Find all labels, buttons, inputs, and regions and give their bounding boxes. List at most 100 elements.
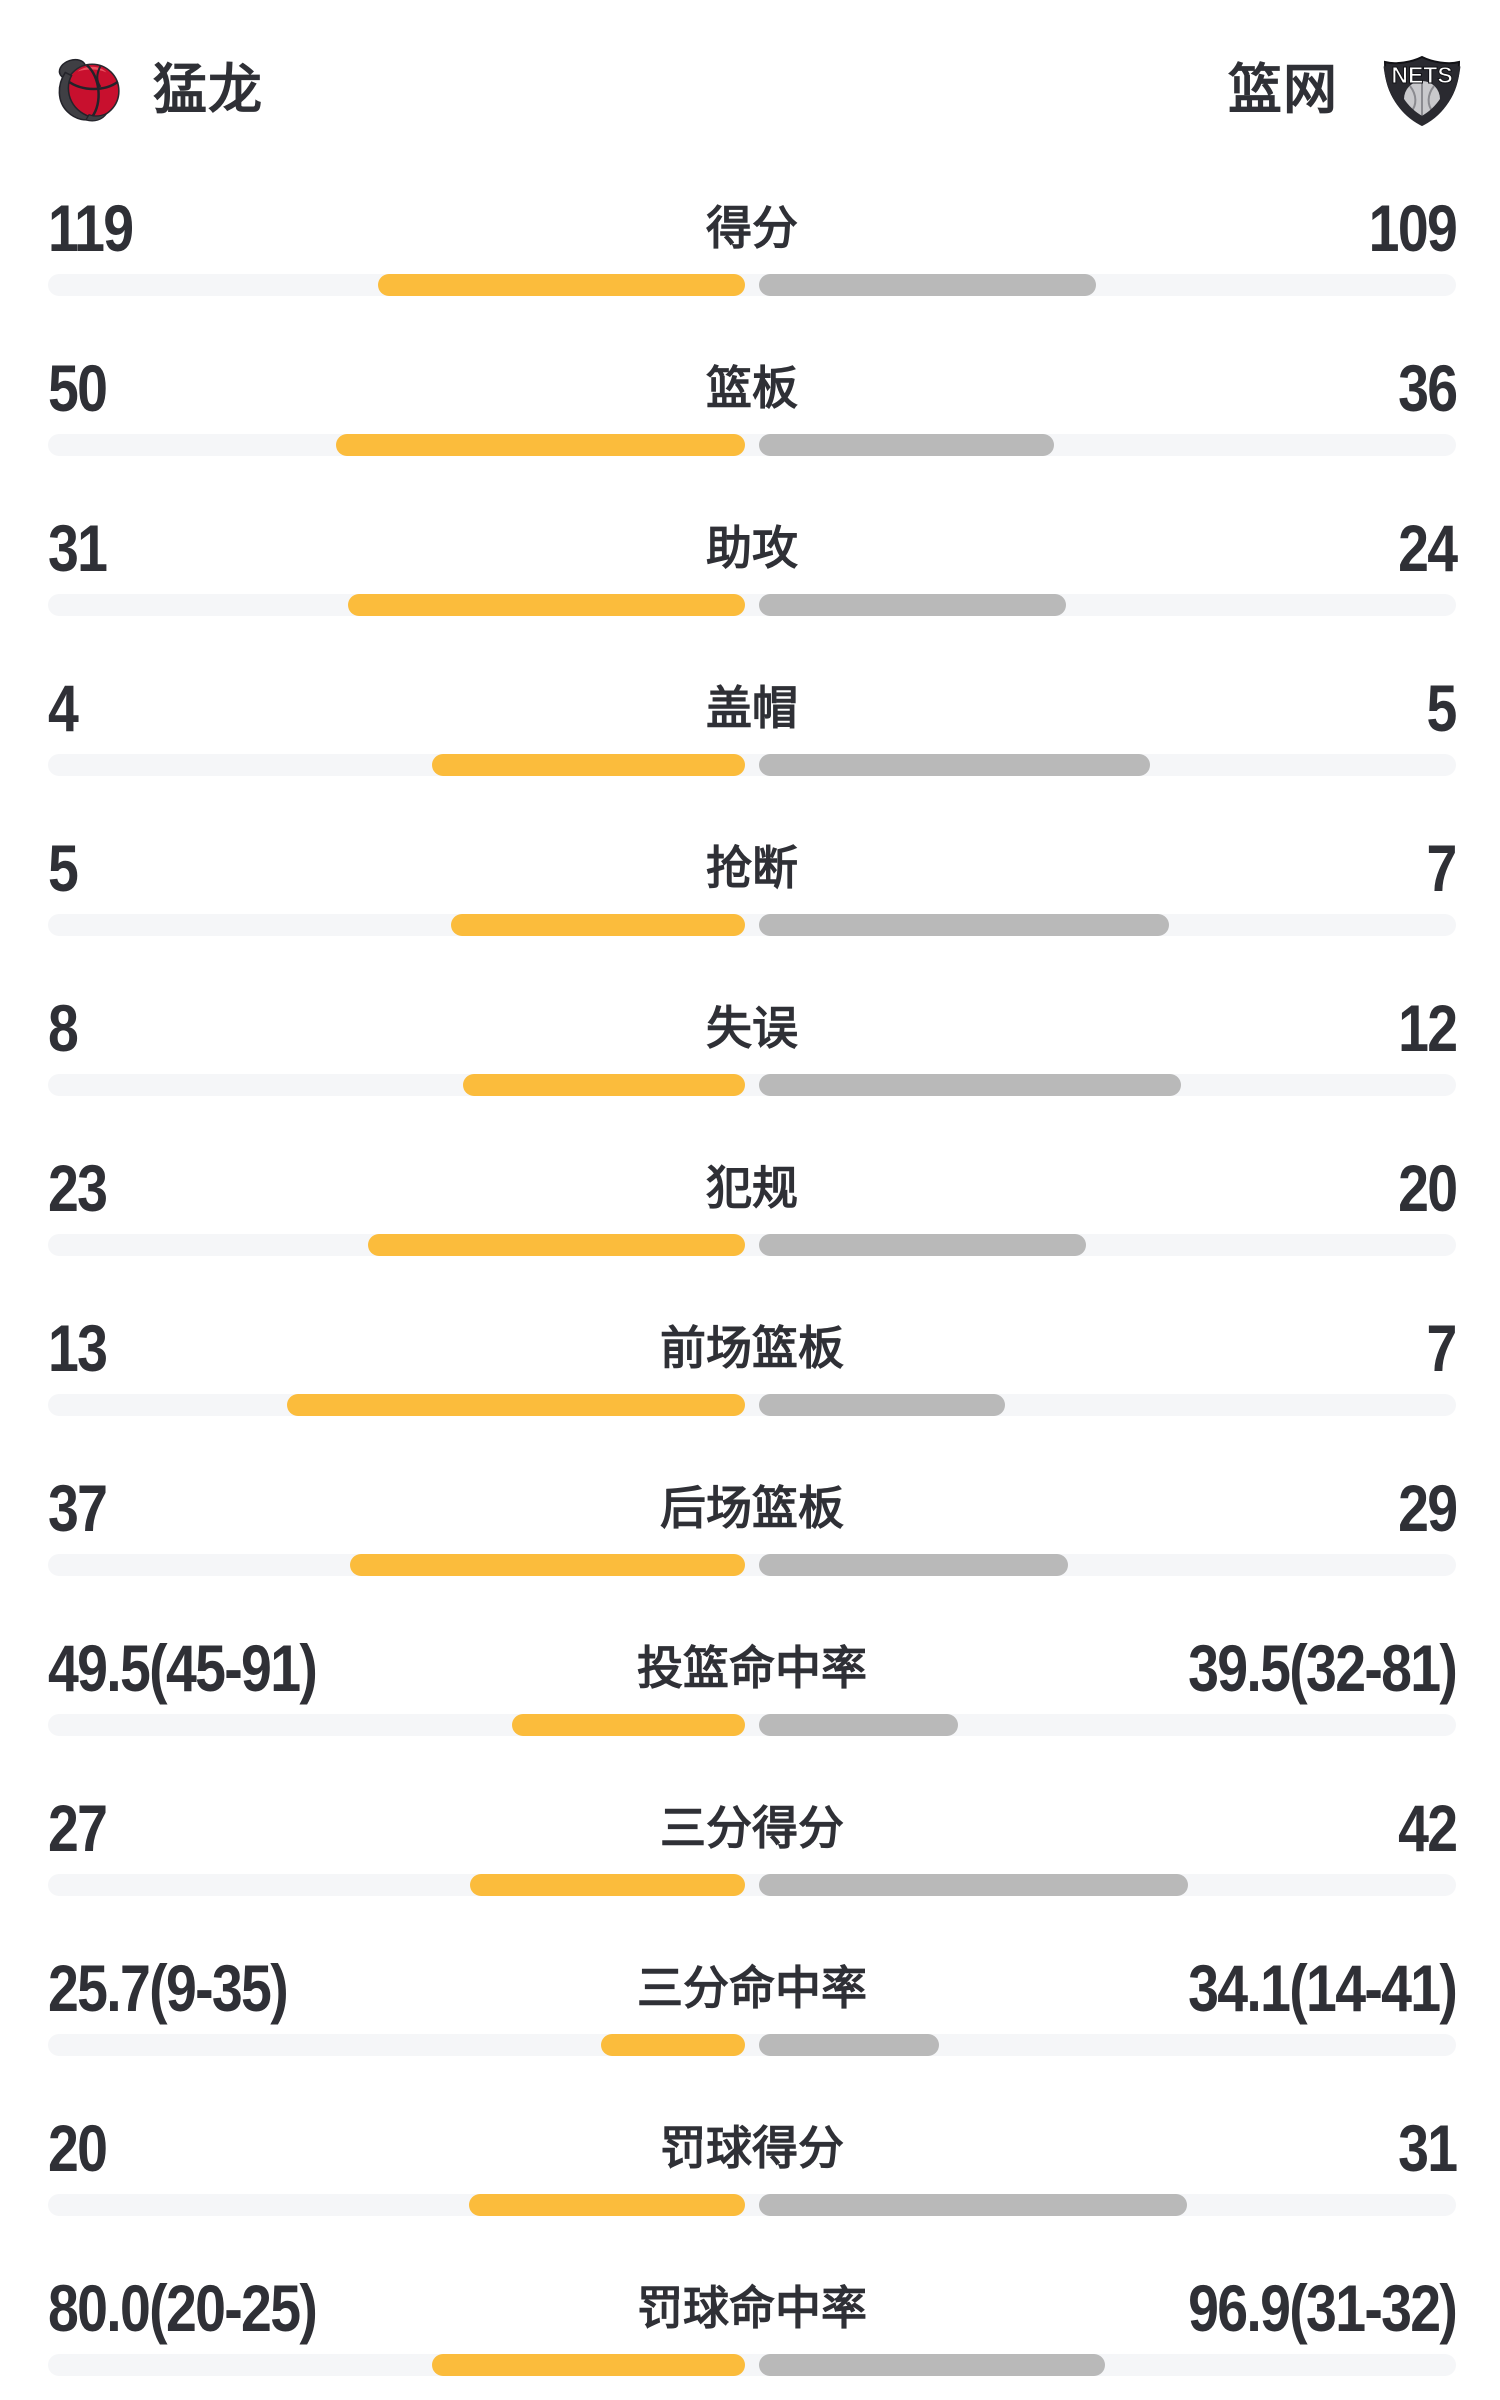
away-value: 29 <box>1397 1471 1458 1545</box>
away-value: 31 <box>1397 2111 1458 2185</box>
away-value: 20 <box>1397 1151 1458 1225</box>
stat-value-line: 31 助攻 24 <box>48 510 1458 586</box>
stat-bar-track <box>48 274 1456 296</box>
stat-label: 三分命中率 <box>637 1962 867 2014</box>
stat-value-line: 8 失误 12 <box>48 990 1458 1066</box>
stat-bar-track <box>48 2354 1456 2376</box>
home-team-name: 猛龙 <box>153 60 263 120</box>
away-bar <box>759 2194 1188 2216</box>
stat-value-line: 37 后场篮板 29 <box>48 1470 1458 1546</box>
home-bar <box>368 1234 745 1256</box>
home-value: 50 <box>48 351 108 425</box>
away-bar <box>759 274 1096 296</box>
stat-row: 4 盖帽 5 <box>48 620 1458 780</box>
away-value: 12 <box>1397 991 1458 1065</box>
away-value: 7 <box>1426 1311 1458 1385</box>
home-bar <box>287 1394 745 1416</box>
home-value: 27 <box>48 1791 108 1865</box>
header: 猛龙 篮网 NETS <box>0 0 1500 140</box>
away-value: 39.5(32-81) <box>1187 1631 1458 1705</box>
away-value: 109 <box>1368 191 1458 265</box>
home-bar <box>432 2354 745 2376</box>
stat-row: 50 篮板 36 <box>48 300 1458 460</box>
stat-bar-track <box>48 1874 1456 1896</box>
stat-label: 抢断 <box>706 842 798 894</box>
stat-bar-track <box>48 1554 1456 1576</box>
away-bar <box>759 434 1054 456</box>
stat-row: 31 助攻 24 <box>48 460 1458 620</box>
home-value: 119 <box>48 191 134 265</box>
home-bar <box>600 2034 745 2056</box>
stat-bar-track <box>48 914 1456 936</box>
stat-row: 20 罚球得分 31 <box>48 2060 1458 2220</box>
home-bar <box>347 594 745 616</box>
stat-value-line: 27 三分得分 42 <box>48 1790 1458 1866</box>
stat-bar-track <box>48 594 1456 616</box>
away-value: 36 <box>1397 351 1458 425</box>
away-team-header[interactable]: 篮网 NETS <box>1228 54 1466 126</box>
stat-value-line: 4 盖帽 5 <box>48 670 1458 746</box>
home-value: 31 <box>48 511 108 585</box>
stat-row: 37 后场篮板 29 <box>48 1420 1458 1580</box>
nets-logo-text: NETS <box>1391 62 1452 88</box>
away-bar <box>759 754 1151 776</box>
stat-bar-track <box>48 434 1456 456</box>
away-value: 34.1(14-41) <box>1187 1951 1458 2025</box>
stat-label: 得分 <box>706 202 798 254</box>
away-bar <box>759 914 1170 936</box>
stat-label: 罚球命中率 <box>637 2282 867 2334</box>
home-team-header[interactable]: 猛龙 <box>55 56 263 124</box>
home-bar <box>432 754 745 776</box>
stat-row: 23 犯规 20 <box>48 1100 1458 1260</box>
stat-label: 三分得分 <box>660 1802 844 1854</box>
away-bar <box>759 2034 939 2056</box>
home-bar <box>335 434 745 456</box>
home-value: 25.7(9-35) <box>48 1951 289 2025</box>
raptors-logo <box>55 56 123 124</box>
stat-label: 前场篮板 <box>660 1322 844 1374</box>
home-bar <box>469 2194 745 2216</box>
stat-value-line: 25.7(9-35) 三分命中率 34.1(14-41) <box>48 1950 1458 2026</box>
stat-bar-track <box>48 1074 1456 1096</box>
stats-list: 119 得分 109 50 篮板 36 31 助攻 24 4 盖帽 5 5 抢断 7 8 失误 12 23 犯规 20 1… <box>48 140 1458 2380</box>
stat-bar-track <box>48 1714 1456 1736</box>
home-bar <box>469 1874 745 1896</box>
away-value: 24 <box>1397 511 1458 585</box>
stat-row: 8 失误 12 <box>48 940 1458 1100</box>
home-value: 80.0(20-25) <box>48 2271 318 2345</box>
stat-row: 25.7(9-35) 三分命中率 34.1(14-41) <box>48 1900 1458 2060</box>
stat-row: 119 得分 109 <box>48 140 1458 300</box>
home-value: 5 <box>48 831 79 905</box>
stat-value-line: 119 得分 109 <box>48 190 1458 266</box>
stat-label: 盖帽 <box>706 682 798 734</box>
stat-row: 49.5(45-91) 投篮命中率 39.5(32-81) <box>48 1580 1458 1740</box>
stat-label: 后场篮板 <box>660 1482 844 1534</box>
home-bar <box>377 274 745 296</box>
nets-logo: NETS <box>1378 54 1466 126</box>
stat-bar-track <box>48 2194 1456 2216</box>
home-value: 20 <box>48 2111 108 2185</box>
stat-bar-track <box>48 754 1456 776</box>
away-bar <box>759 1074 1182 1096</box>
home-bar <box>463 1074 745 1096</box>
home-value: 4 <box>48 671 79 745</box>
stat-label: 篮板 <box>706 362 798 414</box>
stat-label: 投篮命中率 <box>637 1642 867 1694</box>
home-value: 23 <box>48 1151 108 1225</box>
home-bar <box>511 1714 745 1736</box>
stat-bar-track <box>48 1234 1456 1256</box>
away-bar <box>759 1394 1006 1416</box>
stat-label: 犯规 <box>706 1162 798 1214</box>
stat-row: 13 前场篮板 7 <box>48 1260 1458 1420</box>
stat-value-line: 49.5(45-91) 投篮命中率 39.5(32-81) <box>48 1630 1458 1706</box>
away-team-name: 篮网 <box>1228 60 1338 120</box>
stat-bar-track <box>48 1394 1456 1416</box>
away-value: 7 <box>1426 831 1458 905</box>
stat-value-line: 20 罚球得分 31 <box>48 2110 1458 2186</box>
stat-label: 罚球得分 <box>660 2122 844 2174</box>
home-bar <box>350 1554 745 1576</box>
stat-label: 助攻 <box>706 522 798 574</box>
away-bar <box>759 1874 1188 1896</box>
stat-label: 失误 <box>706 1002 798 1054</box>
away-value: 96.9(31-32) <box>1187 2271 1458 2345</box>
